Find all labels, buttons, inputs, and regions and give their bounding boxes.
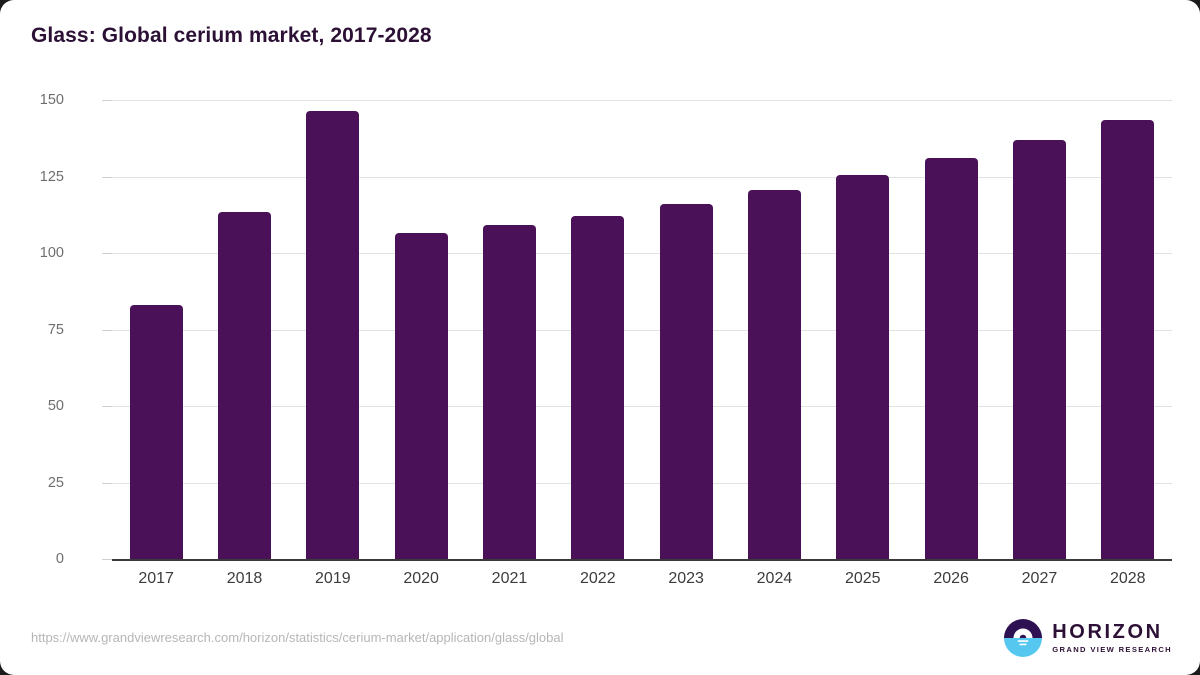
bar-slot [554,100,642,559]
bar-slot [995,100,1083,559]
bar-2017[interactable] [129,305,183,559]
x-label-2027: 2027 [1021,570,1058,587]
bar-slot [200,100,288,559]
gridline-100 [112,253,1172,254]
horizon-logo-text: HORIZON GRAND VIEW RESEARCH [1052,620,1172,654]
x-label-2020: 2020 [403,570,439,587]
bar-slot [819,100,907,559]
bar-2026[interactable] [924,158,978,559]
x-axis-line [112,559,1172,561]
source-url[interactable]: https://www.grandviewresearch.com/horizo… [31,630,564,645]
bar-2024[interactable] [747,190,801,559]
bar-2023[interactable] [659,204,713,559]
page-title: Glass: Global cerium market, 2017-2028 [31,24,432,47]
y-tick-label-100: 100 [39,245,64,261]
bar-slot [465,100,553,559]
logo-tagline: GRAND VIEW RESEARCH [1052,644,1172,654]
horizon-logo-icon [1004,619,1043,657]
bar-slot [377,100,465,559]
bar-2022[interactable] [571,216,625,559]
bar-2028[interactable] [1101,119,1155,559]
bar-slot [289,100,377,559]
x-axis-labels: 2017 2018 2019 2020 2021 2022 2023 2024 … [112,570,1172,588]
bar-2025[interactable] [836,174,890,559]
y-tick-label-75: 75 [47,321,64,338]
y-tick-label-50: 50 [47,398,64,414]
bar-2020[interactable] [394,233,448,559]
bar-slot [1084,100,1172,559]
x-label-2023: 2023 [668,570,704,587]
y-tick-mark-125 [102,176,112,178]
horizon-logo[interactable]: HORIZON GRAND VIEW RESEARCH [1003,618,1172,658]
y-tick-label-25: 25 [47,474,64,491]
y-tick-label-125: 125 [39,168,64,185]
gridline-125 [112,176,1172,178]
x-label-2021: 2021 [491,570,528,587]
y-tick-label-150: 150 [39,92,64,108]
y-tick-mark-100 [102,253,112,254]
y-tick-mark-150 [102,100,112,101]
x-label-2024: 2024 [756,570,793,587]
bar-2027[interactable] [1012,139,1066,559]
bar-slot [730,100,818,559]
y-tick-mark-0 [102,559,112,560]
x-label-2025: 2025 [844,570,881,587]
gridline-150 [112,100,1172,101]
bar-2018[interactable] [217,211,271,559]
y-tick-label-0: 0 [55,551,64,567]
bar-series [112,100,1172,559]
x-label-2019: 2019 [315,570,351,587]
bar-2019[interactable] [306,110,360,559]
x-label-2028: 2028 [1109,570,1146,587]
bar-slot [112,100,200,559]
gridline-75 [112,329,1172,331]
y-tick-mark-25 [102,482,112,484]
x-label-2022: 2022 [580,570,616,587]
y-tick-mark-50 [102,406,112,407]
bar-slot [907,100,995,559]
x-label-2017: 2017 [138,570,174,587]
bar-slot [642,100,730,559]
y-tick-mark-75 [102,329,112,331]
logo-name: HORIZON [1052,620,1163,643]
plot-area: Market Size (US$M) 150 125 100 75 50 25 … [40,92,1172,567]
bar-2021[interactable] [482,225,536,559]
gridline-50 [112,406,1172,407]
x-label-2018: 2018 [226,570,263,587]
x-label-2026: 2026 [933,570,969,587]
gridline-25 [112,482,1172,484]
